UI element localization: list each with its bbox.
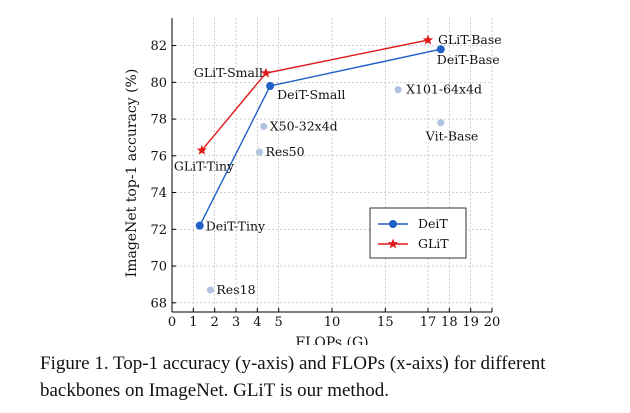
y-tick-label: 68 — [150, 296, 167, 311]
series-point-glit — [422, 34, 434, 45]
x-tick-label: 0 — [168, 315, 176, 330]
x-tick-label: 4 — [253, 315, 261, 330]
other-point-label: Res18 — [216, 282, 255, 297]
series-point-label: GLiT-Base — [438, 32, 502, 47]
figure-caption: Figure 1. Top-1 accuracy (y-axis) and FL… — [40, 350, 625, 404]
x-axis-label: FLOPs (G) — [295, 335, 368, 345]
caption-line-1: Figure 1. Top-1 accuracy (y-axis) and FL… — [40, 353, 546, 374]
x-tick-label: 2 — [211, 315, 219, 330]
series-point-label: GLiT-Small — [194, 65, 263, 80]
caption-line-2: backbones on ImageNet. GLiT is our metho… — [40, 380, 389, 401]
series-point-label: DeiT-Base — [437, 52, 500, 67]
y-axis-label: ImageNet top-1 accuracy (%) — [124, 69, 140, 278]
other-point — [437, 119, 445, 127]
series-point-deit — [195, 221, 204, 230]
other-point — [260, 122, 268, 131]
x-tick-label: 1 — [189, 315, 197, 330]
y-tick-label: 74 — [150, 186, 167, 201]
other-point — [394, 86, 402, 94]
series-point-glit — [260, 67, 272, 78]
x-tick-label: 3 — [232, 315, 240, 330]
legend-box — [369, 207, 467, 259]
legend-marker-glit — [387, 238, 399, 249]
y-tick-label: 70 — [150, 260, 167, 275]
series-point-label: DeiT-Tiny — [206, 219, 266, 234]
x-tick-label: 15 — [377, 315, 394, 330]
other-point-label: Vit-Base — [425, 129, 479, 144]
other-point — [206, 286, 214, 294]
legend-label-glit: GLiT — [418, 236, 449, 251]
series-point-glit — [196, 144, 208, 155]
x-tick-label: 19 — [462, 315, 479, 330]
other-point — [255, 148, 264, 156]
x-tick-label: 5 — [275, 315, 283, 330]
other-point-label: X101-64x4d — [406, 82, 482, 97]
y-tick-label: 72 — [150, 223, 167, 238]
x-tick-label: 20 — [484, 315, 501, 330]
x-tick-label: 17 — [420, 315, 437, 330]
other-point-label: X50-32x4d — [270, 118, 338, 133]
series-point-deit — [266, 81, 275, 90]
legend-label-deit: DeiT — [418, 216, 448, 231]
series-point-label: DeiT-Small — [277, 87, 345, 102]
legend-marker-deit — [389, 220, 397, 228]
y-tick-label: 80 — [150, 76, 167, 91]
accuracy-flops-chart: 0 1 2 3 4 5 10 15 17 18 19 20 68 70 72 74 76 78 80 82 FLOPs … — [124, 18, 502, 345]
x-tick-label: 10 — [324, 315, 341, 330]
y-tick-label: 82 — [150, 39, 167, 54]
series-point-label: GLiT-Tiny — [174, 158, 235, 173]
other-point-label: Res50 — [265, 144, 304, 159]
x-tick-label: 18 — [441, 315, 458, 330]
y-tick-label: 76 — [150, 149, 167, 164]
y-tick-label: 78 — [150, 113, 167, 128]
series-point-deit — [436, 45, 445, 54]
